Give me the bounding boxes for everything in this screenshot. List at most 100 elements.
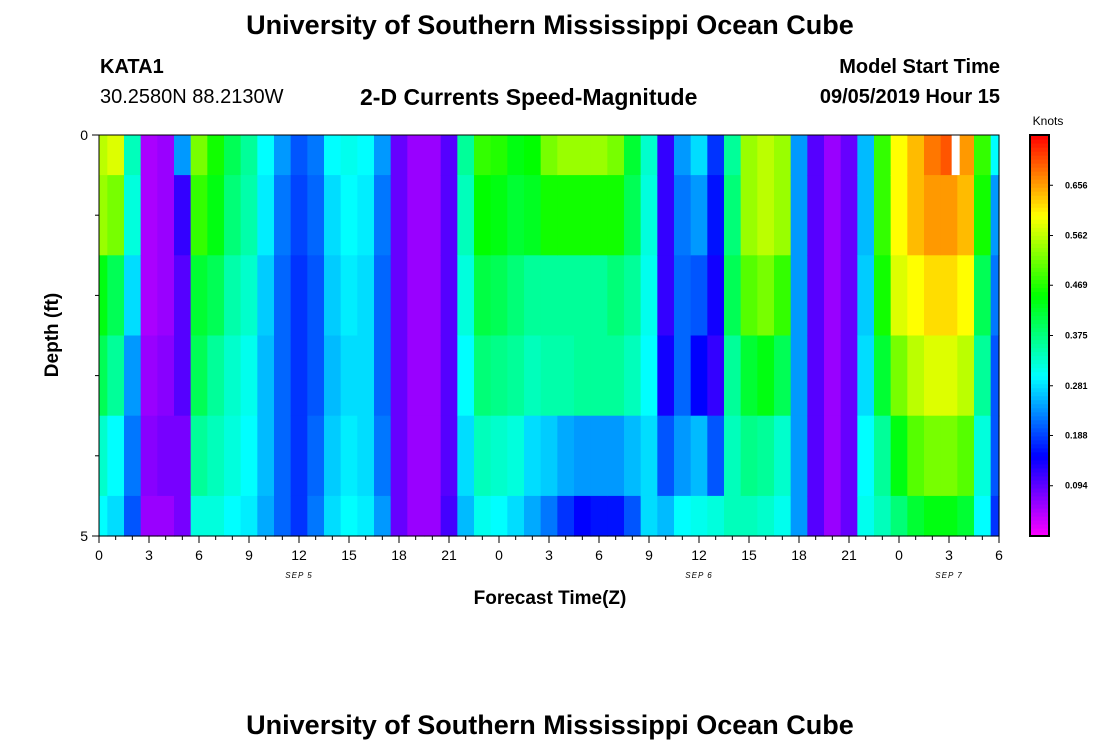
heatmap-cell — [457, 495, 475, 537]
heatmap-cell — [207, 495, 225, 537]
heatmap-cell — [574, 495, 592, 537]
heatmap-cell — [807, 415, 825, 497]
heatmap-cell — [207, 335, 225, 417]
heatmap-cell — [390, 415, 408, 497]
heatmap-cell — [624, 135, 642, 176]
x-tick-label: 21 — [841, 547, 857, 563]
heatmap-cell — [607, 255, 625, 337]
heatmap-cell — [324, 175, 342, 256]
colorbar-segment — [1030, 463, 1049, 469]
colorbar-segment — [1030, 499, 1049, 505]
heatmap-cell — [99, 175, 108, 256]
heatmap-cell — [790, 415, 808, 497]
heatmap-cell — [224, 335, 242, 417]
heatmap-cell — [674, 335, 692, 417]
heatmap-cell — [140, 175, 158, 256]
colorbar-segment — [1030, 159, 1049, 164]
heatmap-cell — [940, 415, 958, 497]
colorbar-segment — [1030, 239, 1049, 244]
heatmap-cell — [174, 135, 192, 176]
colorbar-segment — [1030, 143, 1049, 148]
heatmap-cell — [690, 495, 708, 537]
colorbar-tick-label: 0.188 — [1065, 430, 1088, 440]
colorbar-segment — [1030, 375, 1049, 381]
colorbar-segment — [1030, 243, 1049, 248]
heatmap-cell — [307, 335, 325, 417]
heatmap-cell — [324, 495, 342, 537]
colorbar-tick-label: 0.656 — [1065, 180, 1088, 190]
heatmap-cell — [507, 255, 525, 337]
heatmap-cell — [440, 175, 458, 256]
colorbar-segment — [1030, 311, 1049, 317]
colorbar-segment — [1030, 347, 1049, 353]
colorbar-segment — [1030, 459, 1049, 465]
heatmap-cell — [857, 495, 875, 537]
heatmap-cell — [674, 135, 692, 176]
heatmap-cell — [390, 175, 408, 256]
heatmap-cell — [924, 135, 942, 176]
colorbar-segment — [1030, 479, 1049, 485]
x-tick-label: 15 — [741, 547, 757, 563]
heatmap-cells — [99, 135, 1000, 537]
heatmap-cell — [457, 415, 475, 497]
heatmap-cell — [207, 175, 225, 256]
heatmap-cell — [440, 255, 458, 337]
heatmap-cell — [807, 495, 825, 537]
heatmap-cell — [440, 495, 458, 537]
heatmap-cell — [607, 175, 625, 256]
heatmap-cell — [724, 495, 742, 537]
heatmap-cell — [390, 255, 408, 337]
heatmap-cell — [124, 255, 142, 337]
y-tick-label: 5 — [80, 528, 88, 544]
colorbar-segment — [1030, 507, 1049, 513]
heatmap-cell — [857, 415, 875, 497]
heatmap-cell — [324, 415, 342, 497]
heatmap-cell — [740, 135, 758, 176]
heatmap-cell — [990, 255, 1000, 337]
heatmap-cell — [557, 415, 575, 497]
colorbar-segment — [1030, 515, 1049, 521]
heatmap-cell — [890, 135, 908, 176]
colorbar-segment — [1030, 255, 1049, 260]
heatmap-cell — [240, 175, 258, 256]
heatmap-cell — [374, 415, 392, 497]
colorbar-segment — [1030, 267, 1049, 272]
heatmap-cell — [574, 415, 592, 497]
colorbar-segment — [1030, 215, 1049, 220]
heatmap-cell — [740, 415, 758, 497]
heatmap-cell — [474, 255, 492, 337]
heatmap-cell — [640, 135, 658, 176]
heatmap-cell — [357, 175, 375, 256]
heatmap-cell — [474, 175, 492, 256]
colorbar-segment — [1030, 319, 1049, 325]
heatmap-cell — [874, 255, 892, 337]
colorbar-segment — [1030, 443, 1049, 449]
heatmap-cell — [940, 255, 958, 337]
colorbar-segment — [1030, 451, 1049, 457]
heatmap-cell — [257, 135, 275, 176]
heatmap-cell — [657, 175, 675, 256]
heatmap-cell — [857, 335, 875, 417]
heatmap-cell — [724, 415, 742, 497]
heatmap-cell — [99, 255, 108, 337]
colorbar-segment — [1030, 371, 1049, 377]
heatmap-cell — [307, 255, 325, 337]
heatmap-cell — [690, 335, 708, 417]
heatmap-cell — [490, 495, 508, 537]
heatmap-cell — [540, 135, 558, 176]
x-tick-label: 3 — [545, 547, 553, 563]
colorbar-tick-label: 0.469 — [1065, 280, 1088, 290]
heatmap-cell — [324, 255, 342, 337]
heatmap-cell — [224, 135, 242, 176]
heatmap-cell — [657, 135, 675, 176]
heatmap-cell — [974, 175, 992, 256]
colorbar-segment — [1030, 391, 1049, 397]
heatmap-cell — [507, 415, 525, 497]
colorbar-segment — [1030, 191, 1049, 196]
heatmap-cell — [824, 415, 842, 497]
heatmap-cell — [340, 495, 358, 537]
colorbar-segment — [1030, 283, 1049, 288]
colorbar-segment — [1030, 223, 1049, 228]
colorbar-segment — [1030, 303, 1049, 309]
heatmap-cell — [324, 135, 342, 176]
